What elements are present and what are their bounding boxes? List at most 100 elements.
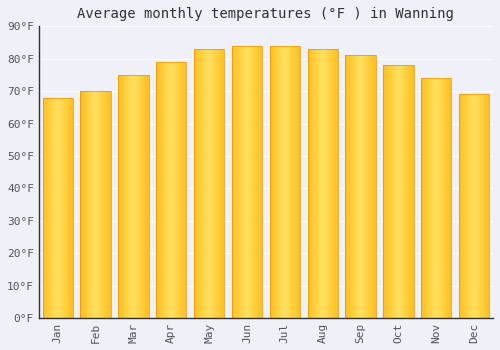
- Bar: [277, 46, 278, 318]
- Bar: [208, 49, 209, 318]
- Bar: [253, 46, 254, 318]
- Bar: [80, 91, 110, 318]
- Bar: [405, 65, 406, 318]
- Bar: [261, 46, 262, 318]
- Bar: [46, 98, 47, 318]
- Bar: [42, 98, 73, 318]
- Bar: [164, 62, 165, 318]
- Bar: [324, 49, 325, 318]
- Bar: [482, 94, 483, 318]
- Bar: [484, 94, 485, 318]
- Bar: [200, 49, 202, 318]
- Bar: [388, 65, 390, 318]
- Bar: [194, 49, 224, 318]
- Bar: [433, 78, 434, 318]
- Bar: [413, 65, 414, 318]
- Bar: [160, 62, 161, 318]
- Bar: [47, 98, 48, 318]
- Bar: [246, 46, 247, 318]
- Bar: [51, 98, 52, 318]
- Bar: [386, 65, 387, 318]
- Bar: [466, 94, 467, 318]
- Bar: [400, 65, 401, 318]
- Bar: [71, 98, 72, 318]
- Bar: [393, 65, 394, 318]
- Bar: [346, 55, 376, 318]
- Bar: [63, 98, 64, 318]
- Bar: [173, 62, 174, 318]
- Bar: [470, 94, 471, 318]
- Bar: [86, 91, 87, 318]
- Bar: [318, 49, 319, 318]
- Bar: [387, 65, 388, 318]
- Bar: [161, 62, 162, 318]
- Bar: [421, 78, 452, 318]
- Bar: [336, 49, 337, 318]
- Bar: [399, 65, 400, 318]
- Bar: [298, 46, 299, 318]
- Bar: [126, 75, 127, 318]
- Bar: [279, 46, 280, 318]
- Bar: [103, 91, 104, 318]
- Bar: [487, 94, 488, 318]
- Bar: [394, 65, 395, 318]
- Bar: [468, 94, 469, 318]
- Bar: [260, 46, 261, 318]
- Bar: [172, 62, 173, 318]
- Bar: [395, 65, 396, 318]
- Bar: [254, 46, 255, 318]
- Bar: [334, 49, 335, 318]
- Bar: [258, 46, 259, 318]
- Bar: [146, 75, 147, 318]
- Bar: [278, 46, 279, 318]
- Bar: [157, 62, 158, 318]
- Bar: [69, 98, 70, 318]
- Bar: [460, 94, 461, 318]
- Bar: [286, 46, 288, 318]
- Bar: [170, 62, 172, 318]
- Bar: [281, 46, 282, 318]
- Bar: [72, 98, 73, 318]
- Bar: [270, 46, 271, 318]
- Bar: [308, 49, 338, 318]
- Bar: [312, 49, 313, 318]
- Bar: [196, 49, 197, 318]
- Bar: [95, 91, 96, 318]
- Bar: [314, 49, 315, 318]
- Bar: [143, 75, 144, 318]
- Bar: [212, 49, 213, 318]
- Bar: [223, 49, 224, 318]
- Bar: [449, 78, 450, 318]
- Bar: [136, 75, 137, 318]
- Bar: [332, 49, 333, 318]
- Bar: [348, 55, 349, 318]
- Bar: [463, 94, 464, 318]
- Bar: [337, 49, 338, 318]
- Bar: [424, 78, 425, 318]
- Bar: [435, 78, 436, 318]
- Bar: [210, 49, 211, 318]
- Bar: [392, 65, 393, 318]
- Bar: [271, 46, 272, 318]
- Bar: [367, 55, 368, 318]
- Bar: [139, 75, 140, 318]
- Bar: [407, 65, 408, 318]
- Bar: [291, 46, 292, 318]
- Bar: [194, 49, 195, 318]
- Bar: [238, 46, 239, 318]
- Bar: [54, 98, 56, 318]
- Bar: [215, 49, 216, 318]
- Bar: [182, 62, 183, 318]
- Bar: [102, 91, 103, 318]
- Bar: [480, 94, 481, 318]
- Bar: [391, 65, 392, 318]
- Bar: [292, 46, 294, 318]
- Bar: [437, 78, 438, 318]
- Bar: [66, 98, 67, 318]
- Bar: [459, 94, 460, 318]
- Bar: [167, 62, 168, 318]
- Bar: [245, 46, 246, 318]
- Bar: [450, 78, 451, 318]
- Bar: [406, 65, 407, 318]
- Bar: [445, 78, 446, 318]
